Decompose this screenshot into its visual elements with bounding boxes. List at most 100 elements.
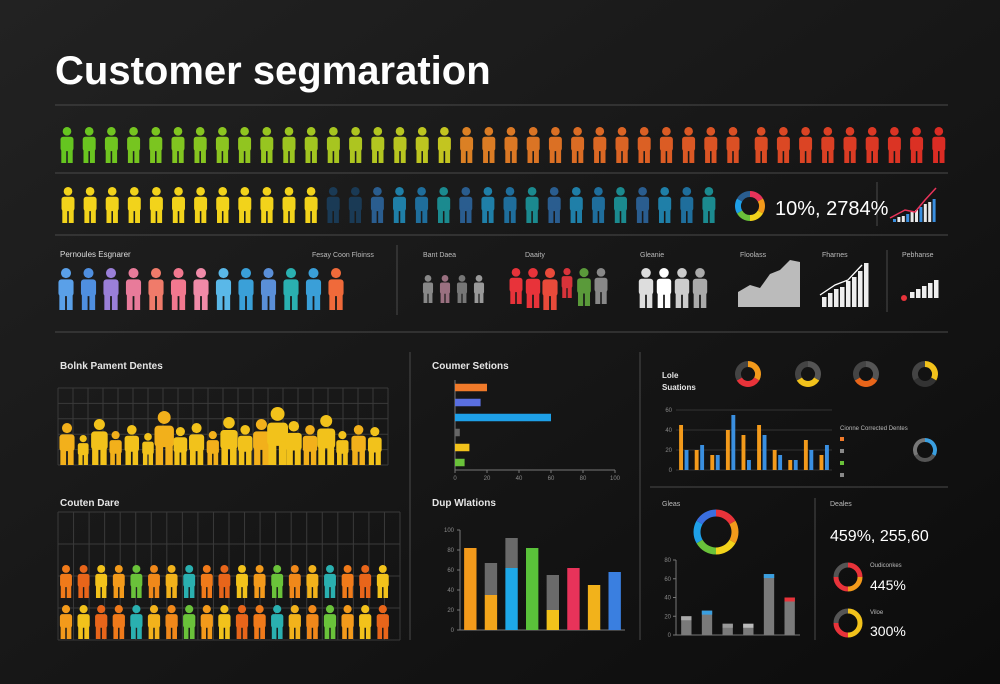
bar-segment	[464, 548, 477, 630]
person-head	[462, 127, 471, 136]
person-head	[662, 127, 671, 136]
person-leg	[438, 148, 444, 163]
person-head	[483, 187, 493, 196]
bar	[743, 623, 754, 635]
person-body	[124, 435, 139, 452]
person-body	[305, 279, 322, 297]
person-body	[577, 278, 591, 294]
person-body	[932, 136, 946, 152]
person-leg	[356, 148, 362, 163]
bar	[809, 450, 814, 470]
bar-segment	[505, 568, 518, 630]
person-head	[263, 268, 274, 279]
person-leg	[261, 208, 267, 223]
person-body	[253, 614, 266, 628]
mini-bar	[906, 214, 910, 222]
person-icon	[680, 187, 694, 223]
tick-label: 20	[484, 476, 491, 482]
legend-swatch	[840, 437, 844, 441]
person-body	[702, 196, 716, 212]
person-leg	[283, 208, 289, 223]
person-leg	[570, 208, 576, 223]
person-head	[756, 127, 766, 136]
person-leg	[157, 208, 163, 223]
person-icon	[341, 565, 354, 598]
person-head	[779, 127, 788, 136]
person-head	[262, 127, 272, 136]
person-icon	[253, 605, 266, 639]
person-leg	[291, 293, 298, 310]
person-leg	[110, 451, 115, 465]
person-body	[548, 136, 562, 152]
person-leg	[201, 208, 207, 223]
person-leg	[577, 290, 584, 306]
person-leg	[844, 148, 850, 163]
person-icon	[260, 127, 274, 163]
bar	[778, 455, 783, 470]
person-icon	[60, 565, 72, 598]
bar	[455, 398, 481, 407]
person-icon	[288, 565, 301, 598]
person-head	[329, 127, 338, 136]
person-body	[95, 614, 108, 628]
person-body	[456, 282, 468, 294]
person-head	[528, 268, 538, 278]
person-icon	[370, 187, 384, 223]
person-leg	[657, 292, 664, 308]
person-body	[341, 614, 354, 628]
donut-segment	[693, 520, 703, 544]
person-leg	[246, 449, 252, 465]
person-leg	[784, 148, 790, 163]
person-leg	[445, 148, 451, 163]
person-leg	[119, 625, 125, 639]
person-body	[288, 614, 301, 628]
person-leg	[342, 625, 347, 639]
person-leg	[533, 148, 539, 163]
person-icon	[61, 187, 75, 223]
person-head	[417, 187, 426, 196]
mini-bar	[901, 216, 905, 222]
legend-swatch	[840, 449, 844, 453]
donut-segment	[735, 198, 743, 214]
person-body	[482, 136, 496, 152]
person-leg	[505, 148, 511, 163]
person-body	[238, 196, 252, 212]
person-head	[343, 605, 352, 614]
person-leg	[638, 148, 644, 163]
person-leg	[271, 625, 277, 639]
person-leg	[614, 208, 620, 223]
person-icon	[367, 427, 382, 465]
person-head	[308, 268, 319, 279]
bar-segment	[587, 585, 601, 630]
person-icon	[142, 433, 154, 465]
person-icon	[571, 127, 585, 163]
donut	[913, 438, 937, 462]
person-icon	[636, 187, 650, 223]
deal-label: Viloe	[870, 610, 884, 616]
person-leg	[467, 148, 473, 163]
person-leg	[709, 208, 715, 223]
person-leg	[78, 453, 83, 465]
person-leg	[567, 286, 572, 298]
person-leg	[119, 584, 125, 598]
person-leg	[504, 208, 510, 223]
person-icon	[526, 127, 540, 163]
person-head	[338, 431, 347, 440]
person-body	[682, 136, 696, 152]
donut	[912, 361, 938, 387]
person-head	[308, 605, 317, 614]
person-head	[441, 275, 449, 282]
person-body	[415, 136, 429, 152]
person-leg	[307, 584, 312, 598]
person-head	[424, 275, 432, 282]
person-leg	[84, 625, 89, 639]
person-icon	[349, 127, 363, 163]
person-body	[80, 279, 97, 297]
person-body	[415, 196, 429, 212]
person-head	[801, 127, 810, 136]
person-leg	[66, 625, 72, 639]
person-body	[799, 136, 813, 152]
donut-segment	[833, 608, 849, 624]
person-head	[195, 127, 205, 136]
donut	[795, 361, 821, 387]
